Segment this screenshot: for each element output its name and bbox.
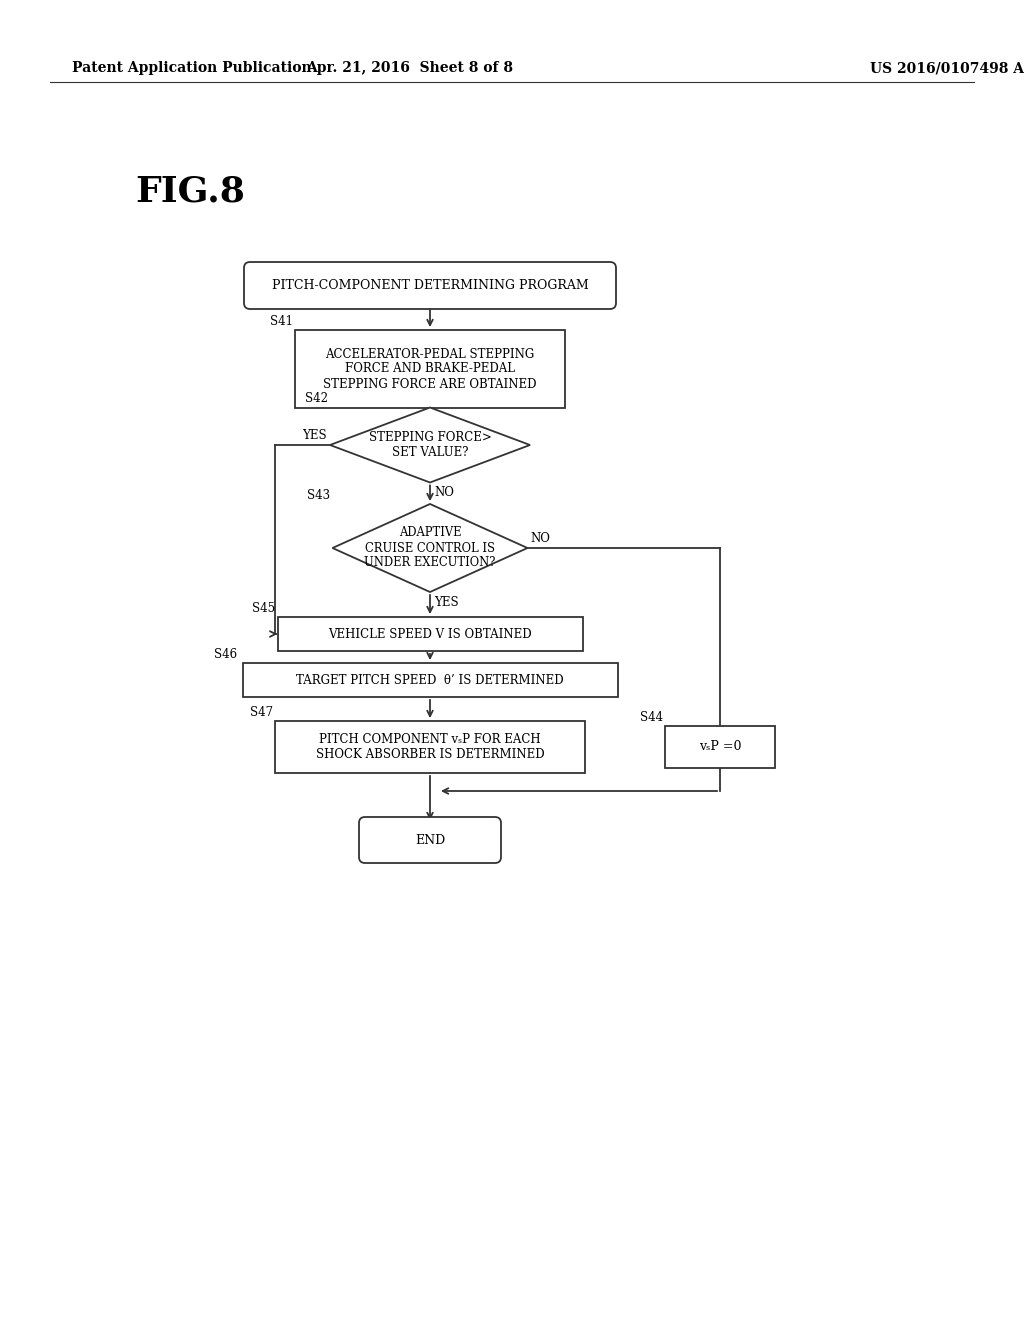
Text: END: END [415, 833, 445, 846]
Text: ACCELERATOR-PEDAL STEPPING
FORCE AND BRAKE-PEDAL
STEPPING FORCE ARE OBTAINED: ACCELERATOR-PEDAL STEPPING FORCE AND BRA… [324, 347, 537, 391]
Bar [275, 721, 585, 774]
Bar [295, 330, 565, 408]
Text: Patent Application Publication: Patent Application Publication [72, 61, 311, 75]
Text: S47: S47 [250, 706, 273, 719]
Text: S43: S43 [307, 488, 331, 502]
Text: FIG.8: FIG.8 [135, 176, 245, 209]
Text: S46: S46 [214, 648, 238, 661]
FancyBboxPatch shape [359, 817, 501, 863]
Polygon shape [333, 504, 527, 591]
Text: YES: YES [434, 597, 459, 609]
FancyBboxPatch shape [244, 261, 616, 309]
Text: STEPPING FORCE>
SET VALUE?: STEPPING FORCE> SET VALUE? [369, 432, 492, 459]
Text: S45: S45 [252, 602, 275, 615]
Text: vₛP =0: vₛP =0 [698, 741, 741, 754]
Text: NO: NO [434, 487, 454, 499]
Text: PITCH-COMPONENT DETERMINING PROGRAM: PITCH-COMPONENT DETERMINING PROGRAM [271, 279, 589, 292]
Text: TARGET PITCH SPEED  θ’ IS DETERMINED: TARGET PITCH SPEED θ’ IS DETERMINED [296, 673, 564, 686]
Text: YES: YES [302, 429, 327, 442]
Bar [278, 616, 583, 651]
Text: Apr. 21, 2016  Sheet 8 of 8: Apr. 21, 2016 Sheet 8 of 8 [306, 61, 513, 75]
Text: S44: S44 [640, 711, 663, 723]
Text: S42: S42 [305, 392, 328, 405]
Bar [243, 663, 617, 697]
Text: PITCH COMPONENT vₛP FOR EACH
SHOCK ABSORBER IS DETERMINED: PITCH COMPONENT vₛP FOR EACH SHOCK ABSOR… [315, 733, 545, 762]
Text: S41: S41 [270, 315, 293, 327]
Bar [665, 726, 775, 768]
Text: US 2016/0107498 A1: US 2016/0107498 A1 [870, 61, 1024, 75]
Text: ADAPTIVE
CRUISE CONTROL IS
UNDER EXECUTION?: ADAPTIVE CRUISE CONTROL IS UNDER EXECUTI… [365, 527, 496, 569]
Polygon shape [330, 408, 530, 483]
Text: VEHICLE SPEED V IS OBTAINED: VEHICLE SPEED V IS OBTAINED [328, 627, 531, 640]
Text: NO: NO [530, 532, 550, 545]
